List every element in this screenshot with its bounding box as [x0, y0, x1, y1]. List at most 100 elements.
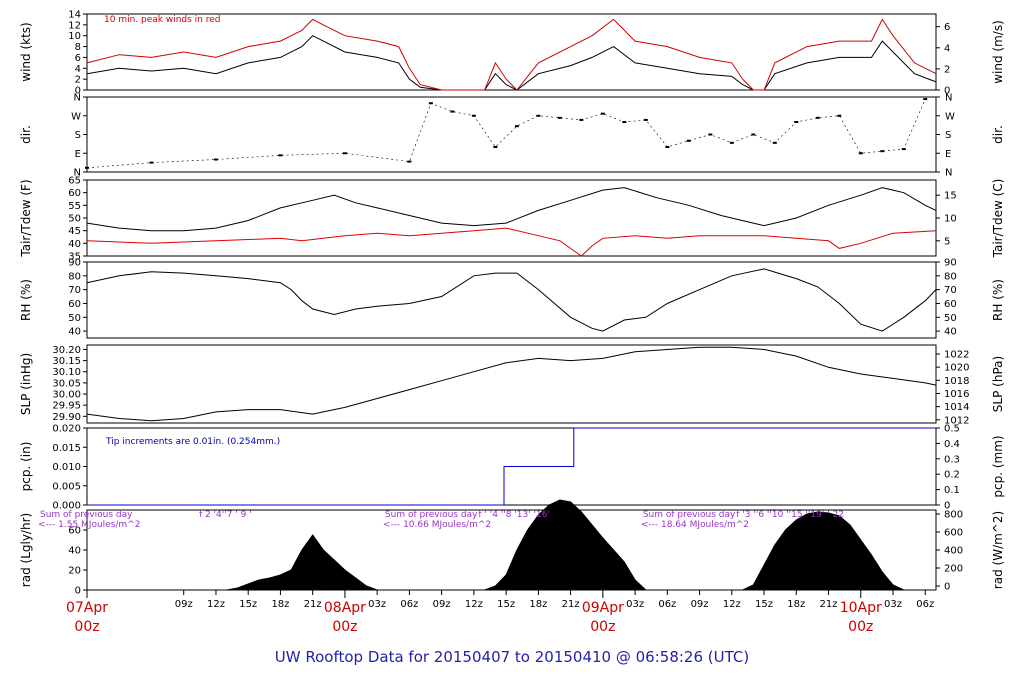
y-right-tick-label-dir: N [945, 168, 952, 179]
day-label-date: 07Apr [66, 600, 108, 616]
y-right-tick-label-dir: S [945, 130, 951, 141]
y-tick-label-dir: E [75, 149, 81, 160]
series-line-rh [86, 268, 937, 332]
y-tick-label-rad: 40 [68, 546, 81, 557]
y-right-tick-label-dir: W [945, 111, 955, 122]
x-tick-label: 18z [271, 599, 289, 610]
y-tick-label-slp: 29.95 [52, 401, 81, 412]
panel-frame-temp [86, 179, 937, 257]
y-tick-label-temp: 50 [68, 214, 81, 225]
y-right-tick-label-temp: 10 [944, 214, 957, 225]
day-label-hour: 00z [74, 619, 99, 635]
y-right-tick-label-slp: 1012 [944, 415, 969, 426]
daily-sum-title: Sum of previous day [643, 510, 736, 520]
direction-mark [149, 161, 154, 164]
y-tick-label-temp: 35 [68, 252, 81, 263]
y-right-tick-label-pcp: 0.5 [944, 424, 960, 435]
pass-mark-labels: f ' '4 ''8 '13' '16' [478, 510, 550, 520]
y-tick-label-pcp: 0.000 [52, 501, 81, 512]
y-right-tick-label-dir: E [945, 149, 951, 160]
x-tick-label: 12z [465, 599, 483, 610]
x-tick-label: 03z [626, 599, 644, 610]
direction-mark [837, 114, 842, 117]
y-tick-label-rh: 80 [68, 271, 81, 282]
daily-sum-title: Sum of previous day [40, 510, 133, 520]
x-tick-label: 09z [691, 599, 709, 610]
direction-mark [213, 158, 218, 161]
y-tick-label-wind: 2 [75, 75, 81, 86]
direction-mark [536, 114, 541, 117]
direction-mark [751, 133, 756, 136]
direction-mark [600, 112, 605, 115]
pass-mark-labels: f 2 '4''7 ' 9 ' [199, 510, 252, 520]
y-axis-title-right-rad: rad (W/m^2) [991, 511, 1005, 589]
y-tick-label-dir: W [71, 111, 81, 122]
daily-sum-value: <--- 1.55 MJoules/m^2 [38, 520, 140, 530]
direction-mark [342, 152, 347, 155]
direction-mark [686, 139, 691, 142]
x-tick-label: 06z [658, 599, 676, 610]
direction-mark [858, 152, 863, 155]
x-tick-label: 21z [304, 599, 322, 610]
y-tick-label-rh: 40 [68, 327, 81, 338]
x-tick-label: 15z [239, 599, 257, 610]
direction-mark [407, 160, 412, 163]
y-tick-label-dir: S [75, 130, 81, 141]
daily-sum-title: Sum of previous day [385, 510, 478, 520]
y-right-tick-label-rh: 40 [944, 327, 957, 338]
y-axis-title-right-temp: Tair/Tdew (C) [991, 179, 1005, 259]
direction-mark [815, 116, 820, 119]
y-right-tick-label-wind: 2 [944, 64, 950, 75]
direction-mark [278, 154, 283, 157]
series-area-rad [226, 499, 905, 591]
y-right-tick-label-temp: 15 [944, 191, 957, 202]
y-axis-title-pcp: pcp. (in) [19, 442, 33, 492]
y-right-tick-label-pcp: 0.1 [944, 485, 960, 496]
x-tick-label: 21z [562, 599, 580, 610]
y-tick-label-rad: 60 [68, 526, 81, 537]
y-right-tick-label-temp: 5 [944, 236, 950, 247]
x-tick-label: 18z [529, 599, 547, 610]
y-tick-label-temp: 55 [68, 201, 81, 212]
y-right-tick-label-dir: N [945, 93, 952, 104]
x-tick-label: 15z [755, 599, 773, 610]
y-tick-label-rh: 70 [68, 285, 81, 296]
y-right-tick-label-rad: 200 [944, 564, 963, 575]
y-tick-label-pcp: 0.005 [52, 481, 81, 492]
y-tick-label-slp: 29.90 [52, 412, 81, 423]
y-tick-label-slp: 30.20 [52, 345, 81, 356]
chart-title: UW Rooftop Data for 20150407 to 20150410… [274, 648, 750, 666]
y-tick-label-pcp: 0.020 [52, 424, 81, 435]
y-tick-label-dir: N [74, 93, 81, 104]
y-tick-label-rh: 60 [68, 299, 81, 310]
y-axis-title-right-rh: RH (%) [991, 279, 1005, 321]
y-right-tick-label-rh: 70 [944, 285, 957, 296]
x-tick-label: 06z [916, 599, 934, 610]
y-right-tick-label-slp: 1022 [944, 349, 969, 360]
series-line-temp [86, 187, 937, 232]
day-label-hour: 00z [590, 619, 615, 635]
day-label-date: 09Apr [582, 600, 624, 616]
direction-mark [643, 118, 648, 121]
y-tick-label-slp: 30.10 [52, 367, 81, 378]
y-right-tick-label-rh: 50 [944, 313, 957, 324]
direction-mark [514, 125, 519, 128]
y-tick-label-wind: 8 [75, 42, 81, 53]
y-axis-title-rad: rad (Lgly/hr) [19, 513, 33, 587]
y-tick-label-wind: 0 [75, 86, 81, 97]
panel-frame-dir [86, 96, 937, 173]
x-tick-label: 18z [787, 599, 805, 610]
y-right-tick-label-rad: 600 [944, 528, 963, 539]
direction-mark [557, 116, 562, 119]
y-right-tick-label-slp: 1018 [944, 376, 969, 387]
y-tick-label-temp: 40 [68, 239, 81, 250]
y-right-tick-label-rh: 90 [944, 258, 957, 269]
x-tick-label: 15z [497, 599, 515, 610]
x-tick-label: 06z [400, 599, 418, 610]
y-right-tick-label-rad: 0 [944, 582, 950, 593]
y-axis-title-rh: RH (%) [19, 279, 33, 321]
x-tick-label: 09z [175, 599, 193, 610]
y-tick-label-pcp: 0.015 [52, 443, 81, 454]
y-axis-title-right-wind: wind (m/s) [991, 20, 1005, 84]
y-axis-title-dir: dir. [19, 125, 33, 144]
